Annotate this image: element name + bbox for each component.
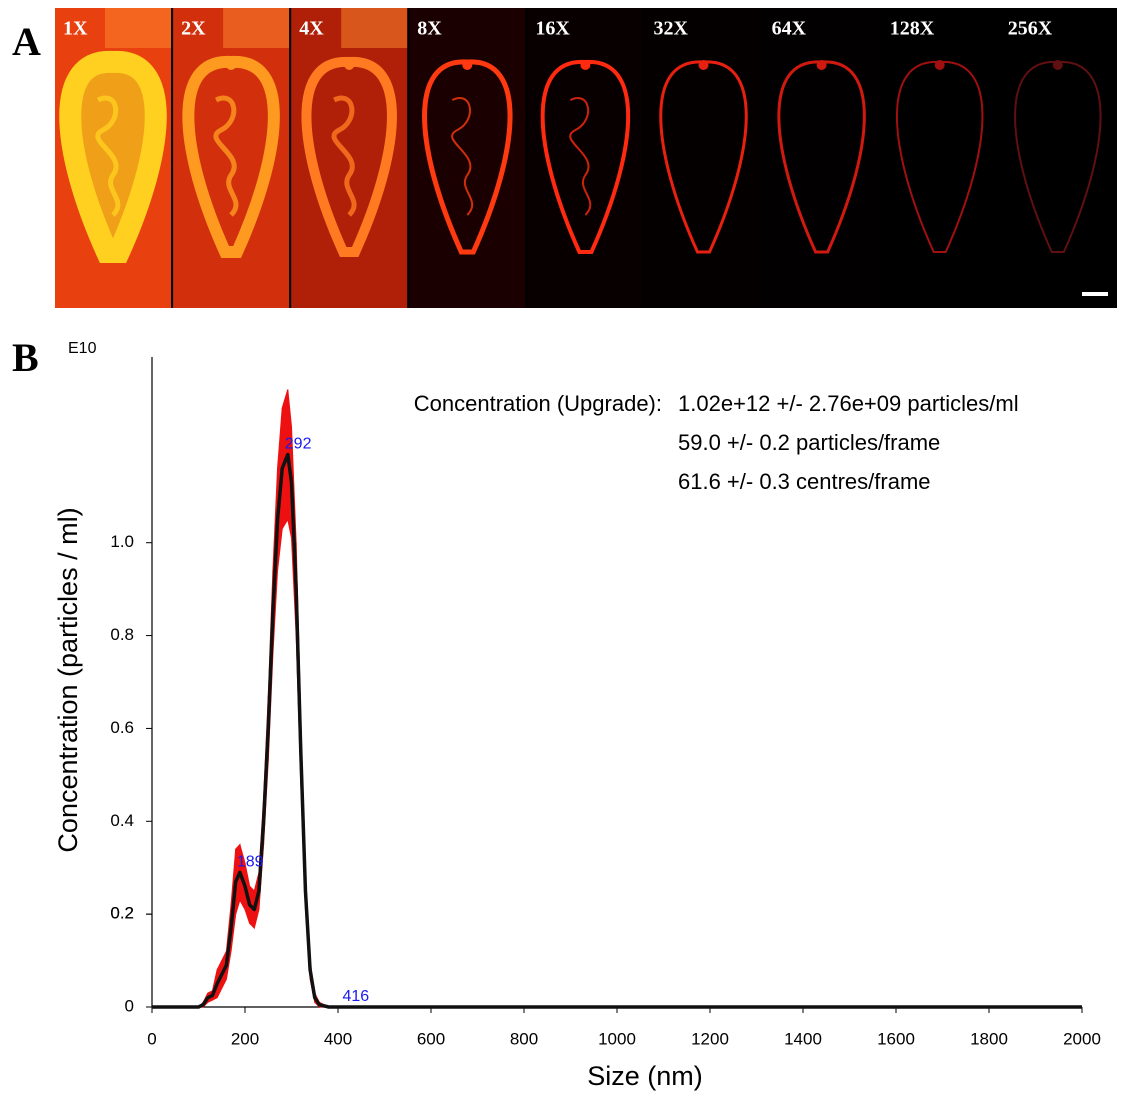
y-tick-label: 0.4 [110, 811, 134, 830]
y-tick-label: 1.0 [110, 532, 134, 551]
peak-label: 189 [237, 854, 264, 871]
x-tick-label: 0 [147, 1029, 156, 1048]
stats-line: 61.6 +/- 0.3 centres/frame [678, 469, 931, 494]
image-tiles: 1X 2X 4X 8X 16X 32X 64X 128X 256X [55, 8, 1116, 308]
embryo-head [816, 60, 827, 70]
embryo-outline [301, 56, 397, 257]
image-tile [999, 8, 1116, 308]
image-glare [105, 8, 171, 48]
tile-label: 2X [181, 18, 206, 40]
tile-label: 128X [890, 18, 935, 40]
embryo-outline [540, 59, 631, 254]
image-tile [881, 8, 998, 308]
embryo-interior [569, 97, 592, 216]
peak-label: 292 [285, 436, 312, 453]
image-glare [341, 8, 408, 48]
y-tick-label: 0.6 [110, 718, 134, 737]
scale-bar [1082, 292, 1108, 296]
embryo-interior [331, 95, 357, 217]
tile-label: 32X [654, 18, 689, 40]
embryo-outline [1014, 60, 1102, 253]
tile-label: 1X [63, 18, 88, 40]
embryo-interior [451, 97, 474, 216]
stats-line: 1.02e+12 +/- 2.76e+09 particles/ml [678, 391, 1019, 416]
x-tick-label: 2000 [1063, 1029, 1101, 1048]
embryo-head [934, 60, 945, 70]
y-axis-label: Concentration (particles / ml) [53, 507, 83, 852]
embryo-interior [213, 95, 239, 217]
tile-label: 16X [535, 18, 570, 40]
embryo-head [226, 60, 237, 70]
embryo-head [344, 60, 355, 70]
embryo-outline [422, 59, 513, 255]
panel-label: B [12, 335, 39, 380]
mean-line [152, 452, 1082, 1009]
peak-label: 416 [342, 988, 369, 1005]
y-tick-label: 0.8 [110, 625, 134, 644]
plot: 0 200 400 600 800 1000 1200 1400 1600 1800 2000 0 0.… [110, 357, 1101, 1048]
x-tick-label: 200 [231, 1029, 259, 1048]
panel-label: A [12, 19, 41, 64]
embryo-outline [182, 55, 280, 258]
tile-label: 8X [417, 18, 442, 40]
image-tile [645, 8, 762, 308]
embryo-head [462, 60, 473, 70]
x-tick-label: 600 [417, 1029, 445, 1048]
x-tick-label: 1000 [598, 1029, 636, 1048]
stats-line: 59.0 +/- 0.2 particles/frame [678, 430, 940, 455]
embryo-outline [896, 60, 984, 253]
embryo-head [698, 60, 709, 70]
x-tick-label: 1400 [784, 1029, 822, 1048]
image-tile [763, 8, 880, 308]
stats-label: Concentration (Upgrade): [414, 391, 662, 416]
embryo-interior [95, 95, 121, 217]
embryo-head [580, 60, 591, 70]
x-axis-label: Size (nm) [587, 1061, 703, 1091]
scale-label: E10 [68, 340, 97, 357]
embryo-head [1052, 60, 1063, 70]
y-tick-label: 0.2 [110, 904, 134, 923]
image-glare [223, 8, 290, 48]
embryo-head [108, 60, 118, 70]
tile-label: 64X [772, 18, 807, 40]
embryo-outline [777, 60, 866, 254]
embryo-outline [659, 60, 748, 254]
tile-label: 256X [1008, 18, 1053, 40]
y-tick-label: 0.2 [110, 904, 134, 923]
x-tick-label: 1800 [970, 1029, 1008, 1048]
tile-label: 4X [299, 18, 324, 40]
x-tick-label: 1200 [691, 1029, 729, 1048]
y-tick-label: 0 [125, 996, 134, 1015]
x-tick-label: 1600 [877, 1029, 915, 1048]
x-tick-label: 800 [510, 1029, 538, 1048]
x-tick-label: 400 [324, 1029, 352, 1048]
